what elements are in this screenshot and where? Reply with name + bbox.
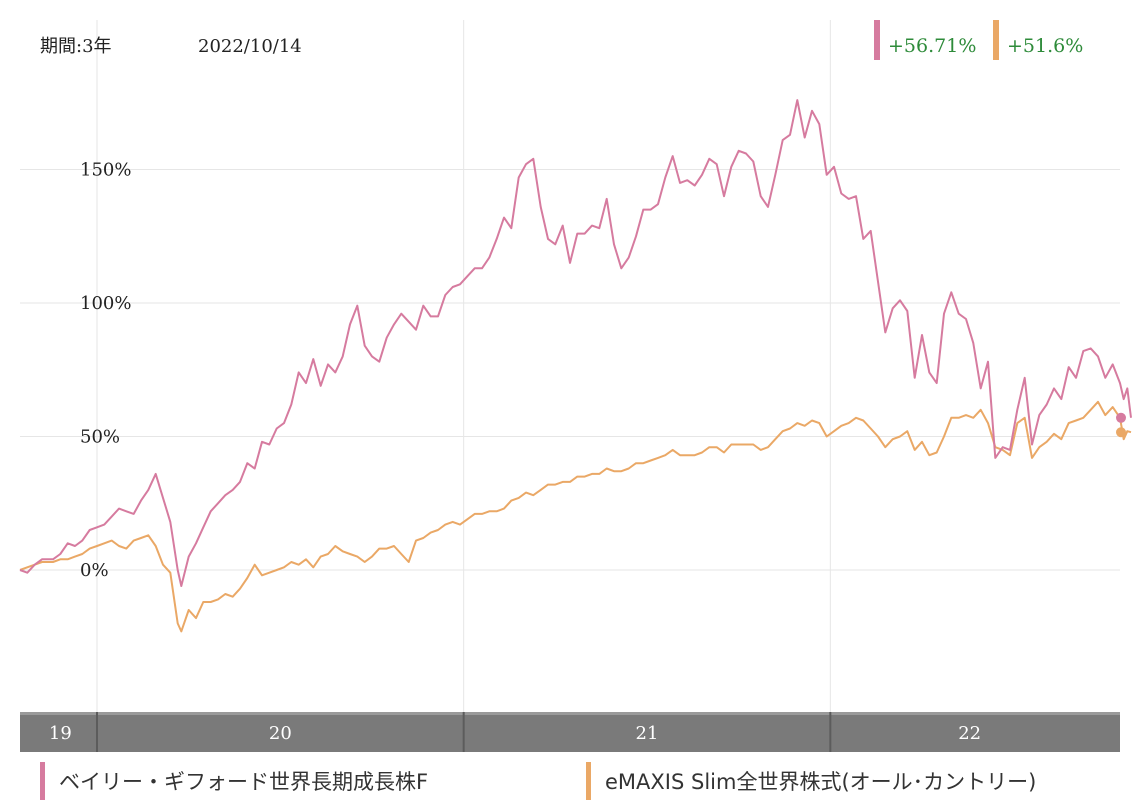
date-label: 2022/10/14 xyxy=(198,36,302,57)
series-line-1 xyxy=(19,99,1132,587)
x-axis-highlight xyxy=(20,712,1120,715)
legend-item-series1: ベイリー・ギフォード世界長期成長株F xyxy=(40,760,428,802)
y-axis-labels: 0% 50% 100% 150% xyxy=(80,160,131,582)
y-tick-label: 100% xyxy=(80,293,131,314)
x-tick-label: 19 xyxy=(49,723,72,744)
series-line-2 xyxy=(19,400,1132,633)
legend-series2-label: eMAXIS Slim全世界株式(オール･カントリー) xyxy=(605,770,1037,794)
series-end-point-2 xyxy=(1116,427,1126,438)
legend-series1-label: ベイリー・ギフォード世界長期成長株F xyxy=(59,770,429,794)
legend-item-series2: eMAXIS Slim全世界株式(オール･カントリー) xyxy=(586,760,1036,802)
legend-series2-swatch xyxy=(586,762,591,800)
x-tick-label: 22 xyxy=(958,723,981,744)
series-lines xyxy=(19,99,1132,633)
series1-change-marker xyxy=(874,20,880,60)
x-tick-label: 21 xyxy=(636,723,659,744)
x-tick-label: 20 xyxy=(269,723,292,744)
x-axis-background xyxy=(20,712,1120,752)
y-tick-label: 0% xyxy=(80,560,109,581)
period-label: 期間:3年 xyxy=(40,36,112,57)
series-end-point-1 xyxy=(1116,412,1126,423)
series2-change-label: +51.6% xyxy=(1007,35,1083,57)
grid-lines xyxy=(20,20,1120,712)
x-axis-bar: 19 20 21 22 xyxy=(20,712,1120,752)
chart-header: 期間:3年 2022/10/14 +56.71% +51.6% xyxy=(40,20,1083,60)
legend-series1-swatch xyxy=(40,762,45,800)
y-tick-label: 150% xyxy=(80,160,131,181)
series2-change-marker xyxy=(993,20,999,60)
y-tick-label: 50% xyxy=(80,427,120,448)
series1-change-label: +56.71% xyxy=(888,35,976,57)
